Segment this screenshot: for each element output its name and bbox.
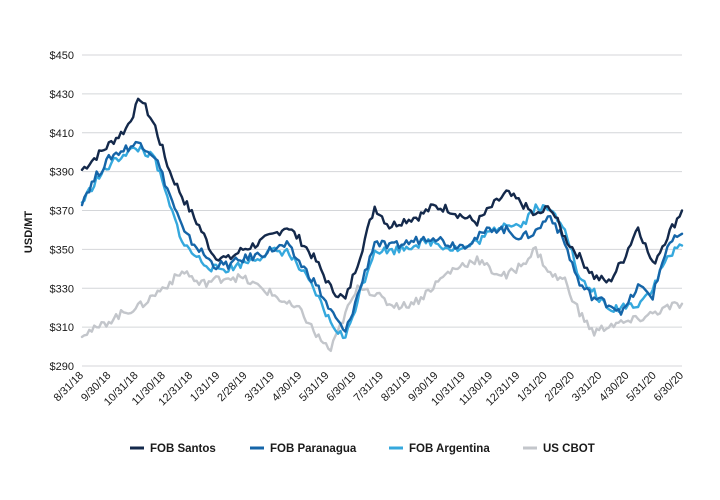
y-tick-label: $310 [50, 322, 74, 334]
y-tick-label: $390 [50, 167, 74, 179]
grid-lines [82, 54, 682, 367]
series-line-fob-santos [80, 97, 684, 300]
x-axis: 8/31/189/30/1810/31/1811/30/1812/31/181/… [52, 370, 686, 409]
legend-label: US CBOT [543, 443, 595, 455]
legend-label: FOB Paranagua [270, 443, 357, 455]
y-tick-label: $430 [50, 89, 74, 101]
legend-label: FOB Argentina [409, 443, 490, 455]
y-axis-label: USD/MT [23, 211, 35, 253]
legend: FOB Santos FOB Paranagua FOB Argentina US C… [130, 443, 595, 455]
y-axis: $290 $310 $330 $350 $370 $390 $410 $430 $450 [50, 50, 74, 373]
y-tick-label: $410 [50, 128, 74, 140]
x-tick-label: 6/30/20 [652, 370, 686, 404]
series-lines [80, 97, 684, 352]
series-line-fob-paranagua [80, 140, 684, 333]
y-tick-label: $350 [50, 244, 74, 256]
series-line-fob-argentina [80, 145, 684, 340]
y-tick-label: $330 [50, 283, 74, 295]
y-tick-label: $370 [50, 206, 74, 218]
y-tick-label: $290 [50, 361, 74, 373]
series-line-us-cbot [80, 246, 684, 352]
y-tick-label: $450 [50, 50, 74, 62]
legend-label: FOB Santos [150, 443, 216, 455]
